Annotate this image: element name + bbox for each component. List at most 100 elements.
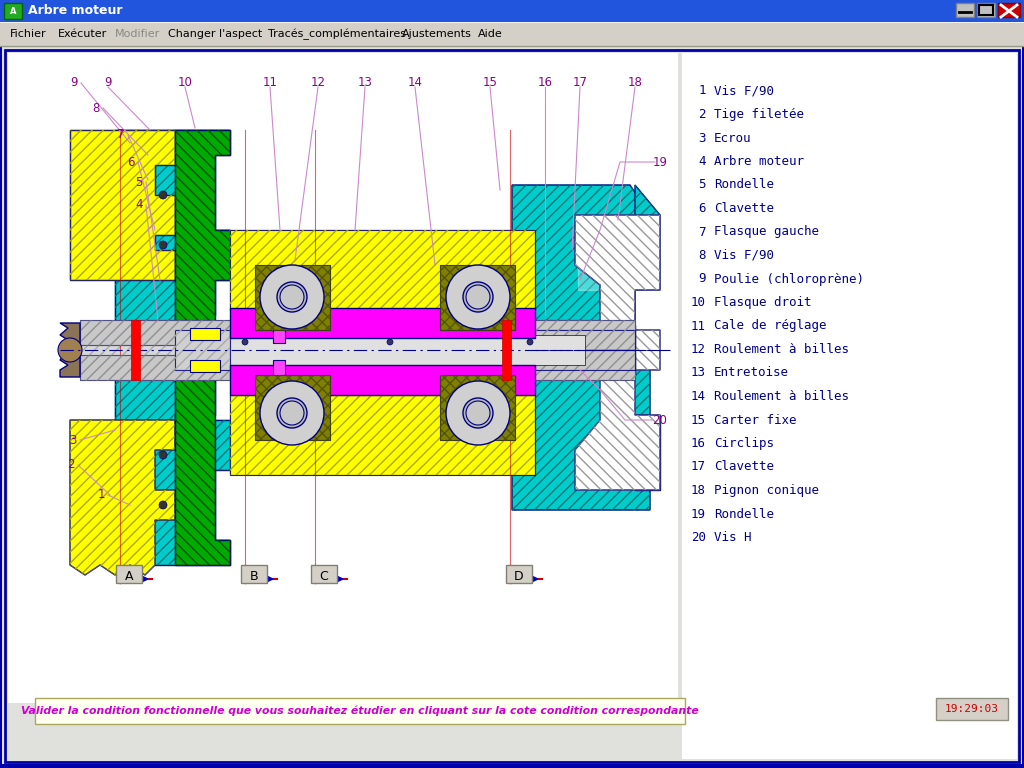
Bar	[0, 5, 1024, 6]
Bar	[255, 375, 330, 440]
Bar	[190, 360, 220, 372]
Polygon shape	[512, 185, 650, 510]
Text: 20: 20	[691, 531, 706, 544]
Bar	[977, 3, 995, 17]
Polygon shape	[115, 130, 230, 565]
Text: 14: 14	[691, 390, 706, 403]
Bar	[35, 698, 685, 724]
Text: 9: 9	[104, 75, 112, 88]
Bar	[0, 13, 1024, 14]
Bar	[0, 2, 1024, 3]
Text: Ajustements: Ajustements	[402, 29, 472, 39]
Text: 16: 16	[538, 75, 553, 88]
Text: Modifier: Modifier	[115, 29, 160, 39]
Bar	[0, 14, 1024, 15]
Text: Clavette: Clavette	[714, 461, 774, 474]
Bar	[311, 565, 337, 583]
Bar	[255, 265, 330, 330]
Text: 17: 17	[572, 75, 588, 88]
Text: 5: 5	[698, 178, 706, 191]
Text: B: B	[250, 570, 258, 582]
Bar	[80, 325, 635, 375]
Text: Aide: Aide	[478, 29, 503, 39]
Text: 18: 18	[628, 75, 642, 88]
Text: 13: 13	[357, 75, 373, 88]
Text: 11: 11	[691, 319, 706, 333]
Circle shape	[278, 398, 307, 428]
Bar	[80, 320, 635, 345]
Polygon shape	[635, 415, 660, 490]
Text: 1: 1	[698, 84, 706, 98]
Polygon shape	[578, 215, 660, 290]
Bar	[80, 325, 635, 375]
Circle shape	[159, 501, 167, 509]
Circle shape	[280, 401, 304, 425]
Circle shape	[278, 282, 307, 312]
Text: 18: 18	[691, 484, 706, 497]
Bar	[0, 3, 1024, 4]
Circle shape	[260, 381, 324, 445]
Text: 8: 8	[92, 101, 100, 114]
Text: Fichier: Fichier	[10, 29, 47, 39]
Bar	[0, 17, 1024, 18]
Bar	[0, 0, 1024, 1]
Bar	[440, 375, 515, 440]
Text: 15: 15	[482, 75, 498, 88]
Circle shape	[527, 339, 534, 345]
Text: 8: 8	[698, 249, 706, 262]
Bar	[131, 320, 140, 380]
Text: 1: 1	[97, 488, 105, 502]
Text: 3: 3	[698, 131, 706, 144]
Text: 3: 3	[70, 433, 77, 446]
Circle shape	[463, 398, 493, 428]
Bar	[273, 318, 285, 343]
Text: Tracés_complémentaires: Tracés_complémentaires	[268, 28, 406, 40]
Circle shape	[466, 285, 490, 309]
Bar	[116, 565, 142, 583]
Text: 2: 2	[698, 108, 706, 121]
Text: 20: 20	[652, 413, 668, 426]
Bar	[535, 330, 635, 350]
Text: 7: 7	[118, 128, 125, 141]
Text: Carter fixe: Carter fixe	[714, 413, 797, 426]
Bar	[80, 355, 635, 380]
Bar	[0, 19, 1024, 20]
Circle shape	[463, 282, 493, 312]
Text: Vis F/90: Vis F/90	[714, 84, 774, 98]
Bar	[230, 308, 535, 338]
Text: 14: 14	[408, 75, 423, 88]
Bar	[0, 20, 1024, 21]
Text: 5: 5	[135, 176, 143, 188]
Text: 9: 9	[71, 77, 78, 90]
Bar	[80, 320, 635, 345]
Text: A: A	[10, 6, 16, 15]
Bar	[175, 330, 230, 370]
Bar	[8, 53, 678, 703]
Text: Clavette: Clavette	[714, 202, 774, 215]
Bar	[502, 320, 511, 380]
Bar	[241, 565, 267, 583]
Text: 19: 19	[691, 508, 706, 521]
Text: 10: 10	[177, 75, 193, 88]
Bar	[230, 230, 535, 310]
Bar	[255, 265, 330, 330]
Bar	[0, 0, 1024, 22]
Text: 11: 11	[262, 75, 278, 88]
Text: Arbre moteur: Arbre moteur	[28, 5, 123, 18]
Text: Rondelle: Rondelle	[714, 178, 774, 191]
Circle shape	[260, 265, 324, 329]
Bar	[440, 265, 515, 330]
Bar	[0, 10, 1024, 11]
Bar	[175, 330, 230, 370]
Bar	[535, 350, 635, 370]
Text: Pignon conique: Pignon conique	[714, 484, 819, 497]
Bar	[80, 355, 635, 380]
Bar	[0, 6, 1024, 7]
Text: Vis F/90: Vis F/90	[714, 249, 774, 262]
Text: Valider la condition fonctionnelle que vous souhaitez étudier en cliquant sur la: Valider la condition fonctionnelle que v…	[22, 706, 698, 717]
Text: Cale de réglage: Cale de réglage	[714, 319, 826, 333]
Bar	[0, 12, 1024, 13]
Bar	[0, 15, 1024, 16]
Bar	[0, 9, 1024, 10]
Bar	[230, 335, 585, 365]
